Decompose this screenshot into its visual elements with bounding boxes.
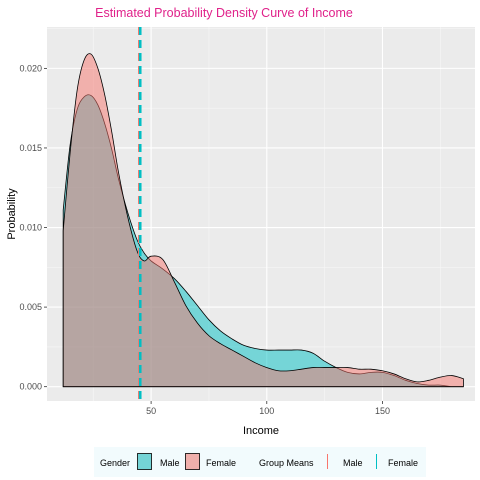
y-tick-label: 0.010	[19, 223, 42, 233]
density-areas	[62, 53, 464, 388]
y-axis: 0.000 0.005 0.010 0.015 0.020	[19, 63, 47, 392]
density-area-female	[62, 53, 464, 388]
x-axis-title: Income	[243, 425, 279, 437]
legend-label-male: Male	[160, 458, 180, 468]
x-tick-label: 50	[146, 406, 156, 416]
legend-label-female: Female	[206, 458, 236, 468]
legend-label-mean-male: Male	[343, 458, 363, 468]
legend-title-means: Group Means	[259, 458, 314, 468]
x-tick-label: 150	[375, 406, 390, 416]
y-tick-label: 0.005	[19, 302, 42, 312]
x-axis: 50 100 150	[146, 401, 390, 416]
y-axis-title: Probability	[6, 188, 18, 240]
legend-label-mean-female: Female	[388, 458, 418, 468]
legend-swatch-male	[137, 453, 152, 470]
y-tick-label: 0.020	[19, 63, 42, 73]
y-tick-label: 0.015	[19, 143, 42, 153]
x-tick-label: 100	[259, 406, 274, 416]
legend: Gender Male Female Group Means Male Fema…	[94, 447, 426, 477]
mean-lines	[138, 27, 142, 401]
chart-title: Estimated Probability Density Curve of I…	[95, 6, 353, 20]
y-tick-label: 0.000	[19, 382, 42, 392]
legend-swatch-female	[185, 453, 200, 470]
legend-title-gender: Gender	[100, 458, 130, 468]
